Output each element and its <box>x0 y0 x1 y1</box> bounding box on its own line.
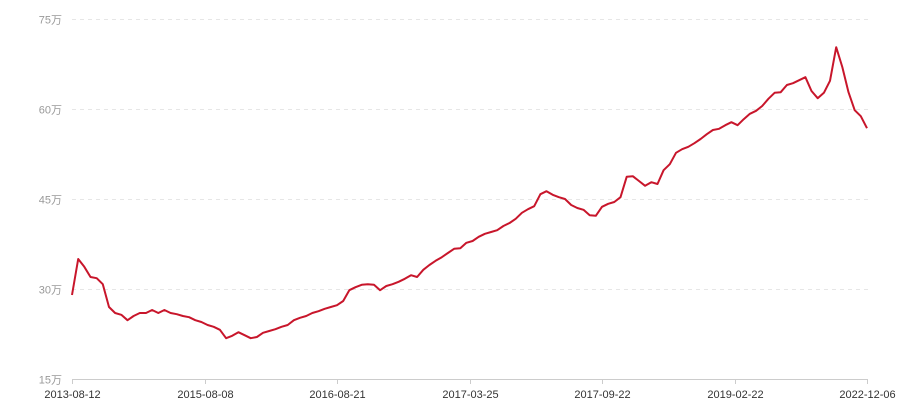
x-tick-label: 2013-08-12 <box>44 389 100 400</box>
x-tick-label: 2017-03-25 <box>442 389 498 400</box>
series-line <box>71 46 868 340</box>
y-tick-label: 75万 <box>39 15 62 27</box>
y-axis: 15万 30万 45万 60万 75万 <box>39 15 62 387</box>
y-tick-label: 30万 <box>39 285 62 297</box>
x-tick-label: 2017-09-22 <box>574 389 630 400</box>
x-tick-label: 2015-08-08 <box>177 389 233 400</box>
y-tick-label: 15万 <box>39 375 62 387</box>
x-tick-label: 2019-02-22 <box>707 389 763 400</box>
x-tick-label: 2022-12-06 <box>839 389 895 400</box>
y-tick-label: 45万 <box>39 195 62 207</box>
y-tick-label: 60万 <box>39 105 62 117</box>
x-axis: 2013-08-12 2015-08-08 2016-08-21 2017-03-25… <box>44 379 896 401</box>
gridlines <box>72 19 870 290</box>
x-tick-label: 2016-08-21 <box>309 389 365 400</box>
